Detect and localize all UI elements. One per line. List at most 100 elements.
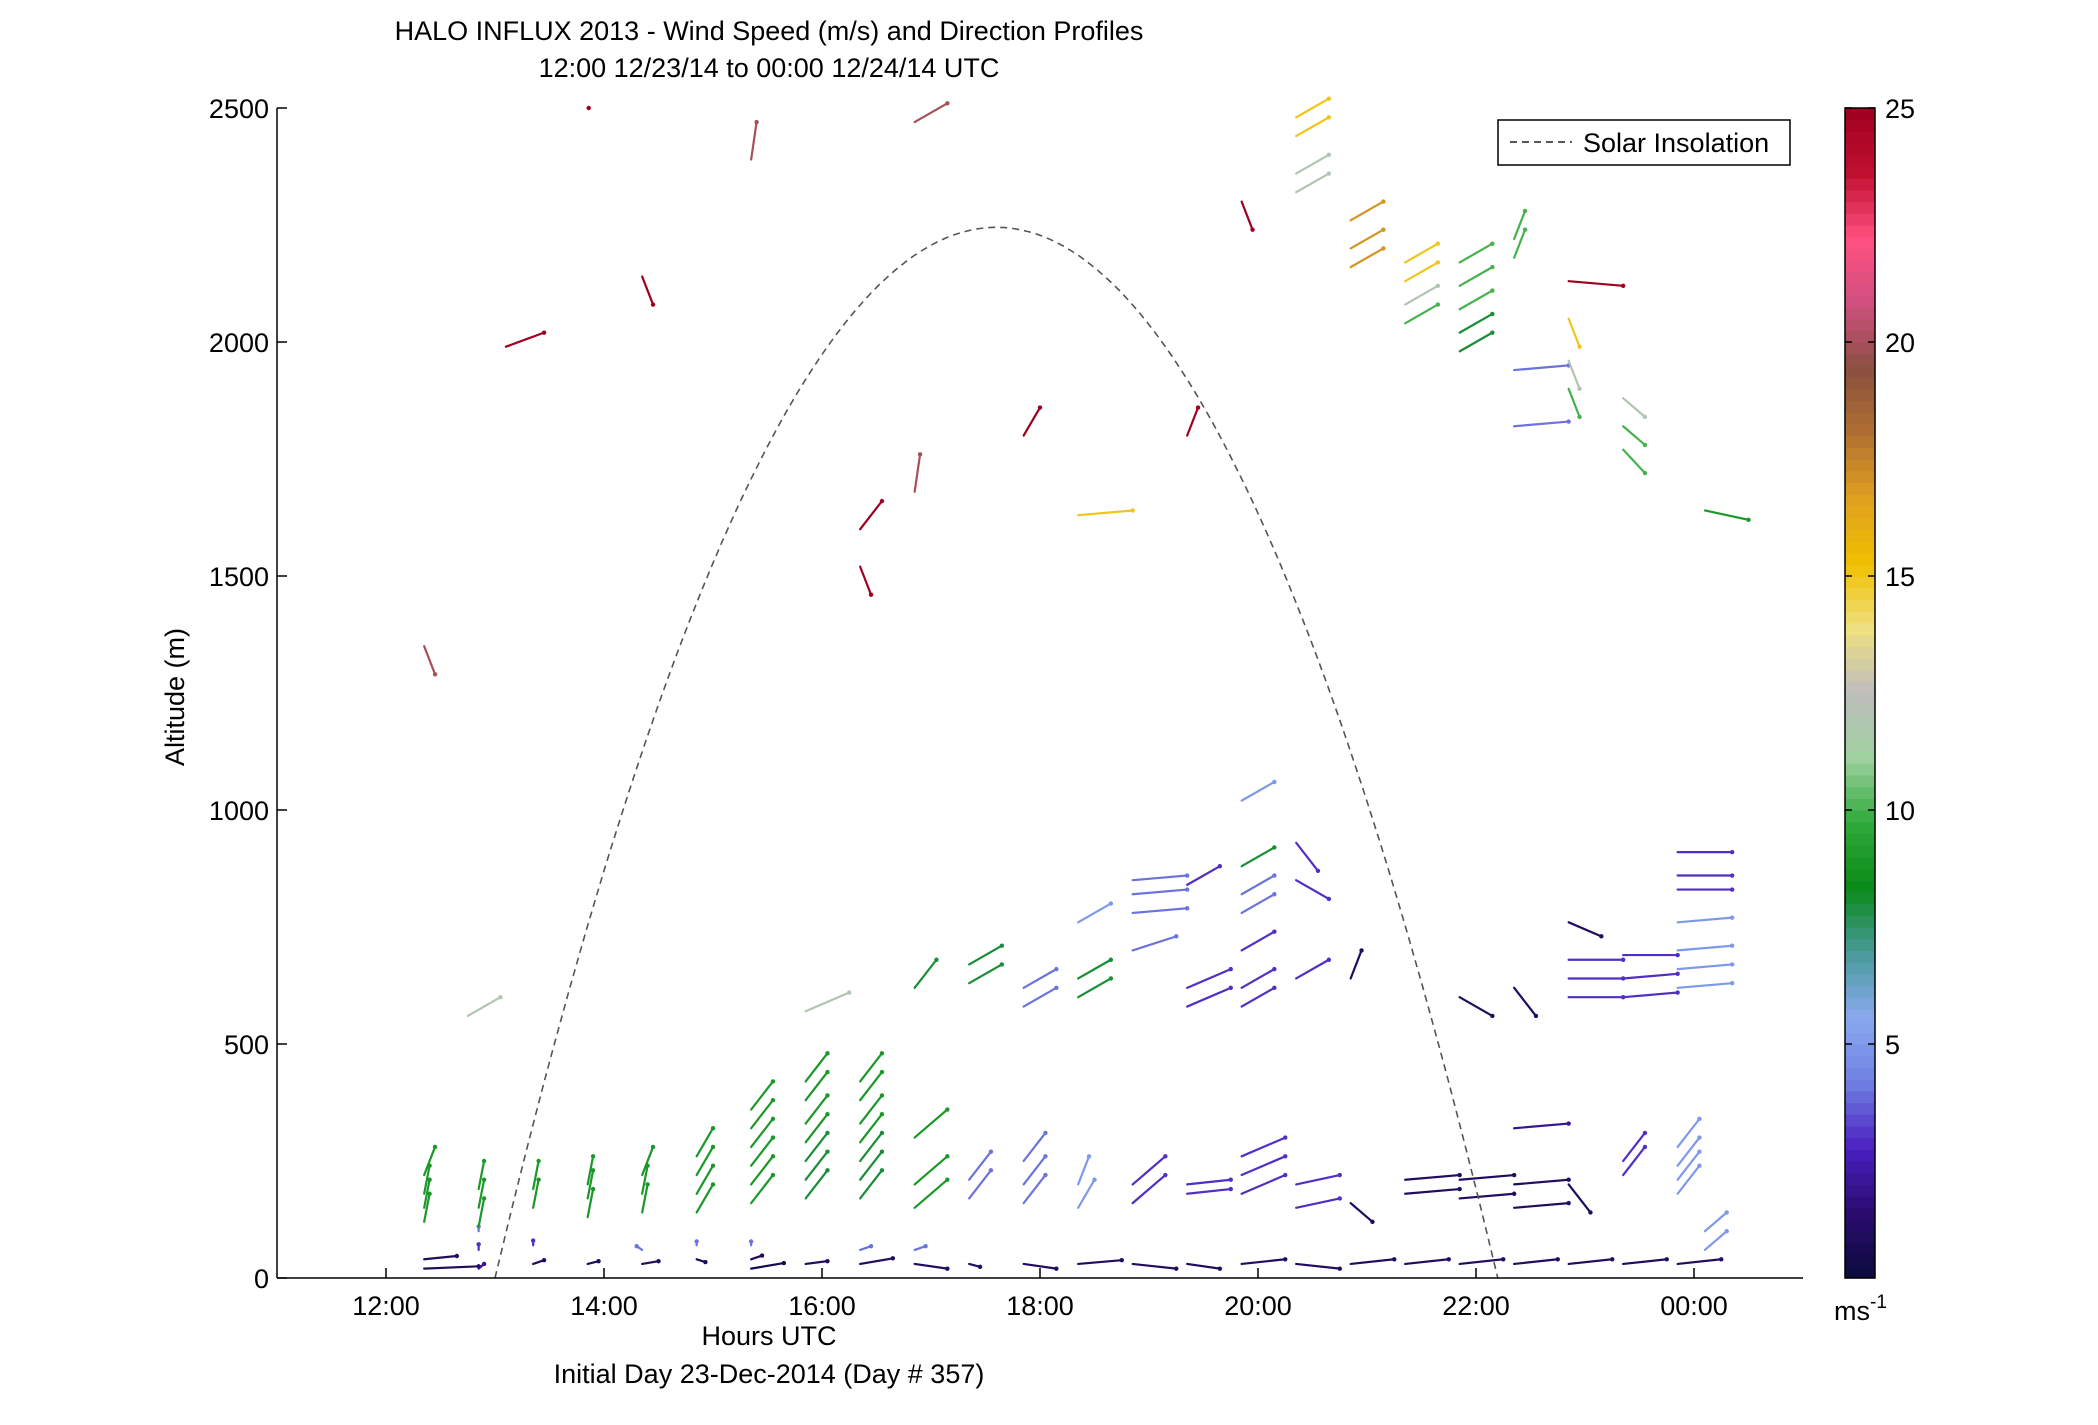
- colorbar-tick-label: 20: [1885, 328, 1915, 358]
- wind-vector: [859, 1169, 884, 1200]
- wind-vector: [1404, 303, 1439, 325]
- wind-vector-head: [481, 1261, 487, 1267]
- wind-vector-head: [977, 1264, 983, 1269]
- wind-vector: [1077, 509, 1134, 517]
- wind-vector: [1295, 172, 1330, 194]
- wind-vector: [1131, 888, 1189, 896]
- colorbar-segment: [1845, 260, 1875, 273]
- wind-vector: [1077, 1155, 1091, 1186]
- wind-vector: [423, 1145, 437, 1177]
- wind-vector: [586, 1169, 595, 1200]
- wind-vector: [1295, 841, 1320, 872]
- wind-vector-head: [1392, 1257, 1397, 1262]
- colorbar-segment: [1845, 119, 1875, 132]
- wind-vector: [913, 102, 949, 124]
- wind-vector-head: [1043, 1154, 1048, 1159]
- wind-vector-head: [427, 1191, 432, 1196]
- wind-vector-head: [999, 962, 1005, 967]
- wind-vector-head: [1119, 1258, 1124, 1263]
- wind-vector-head: [999, 943, 1005, 948]
- y-axis-ticks: 0 500 1000 1500 2000 2500: [209, 94, 287, 1294]
- wind-vector: [750, 1173, 775, 1205]
- colorbar-segment: [1845, 143, 1875, 156]
- wind-vector-head: [530, 1238, 536, 1243]
- wind-vector-head: [1588, 1210, 1593, 1215]
- colorbar-segment: [1845, 751, 1875, 764]
- wind-vector: [1022, 1262, 1058, 1270]
- colorbar-segment: [1845, 178, 1875, 191]
- wind-vector: [423, 1254, 458, 1261]
- wind-vector-head: [656, 1258, 661, 1264]
- wind-vector-head: [1272, 929, 1277, 934]
- wind-vector-head: [923, 1243, 928, 1249]
- wind-vector-head: [1228, 1177, 1233, 1182]
- wind-vector: [750, 1099, 775, 1130]
- wind-vector-head: [1599, 934, 1604, 939]
- colorbar-segment: [1845, 236, 1875, 249]
- colorbar-segment: [1845, 576, 1875, 589]
- wind-vector-head: [1250, 227, 1255, 232]
- wind-vector: [750, 1136, 775, 1167]
- wind-vector: [477, 1159, 486, 1191]
- wind-vector-head: [1043, 1172, 1048, 1178]
- wind-vector-head: [847, 990, 852, 995]
- wind-vector: [1295, 958, 1330, 980]
- wind-vector-head: [710, 1126, 716, 1131]
- wind-vector: [423, 1265, 480, 1270]
- wind-vector-head: [1620, 957, 1626, 962]
- colorbar-segment: [1845, 365, 1875, 378]
- wind-vector: [1022, 406, 1042, 437]
- wind-vector: [1676, 1164, 1701, 1195]
- wind-vector-head: [1490, 1013, 1495, 1019]
- colorbar-segment: [1845, 856, 1875, 870]
- wind-vector-head: [1184, 873, 1190, 878]
- colorbar-segment: [1845, 330, 1875, 343]
- wind-vector: [859, 1052, 884, 1083]
- wind-vector-head: [1729, 849, 1735, 855]
- legend-label: Solar Insolation: [1583, 128, 1769, 158]
- colorbar-segment: [1845, 587, 1875, 600]
- colorbar-segment: [1845, 728, 1875, 741]
- wind-vector: [750, 1261, 785, 1270]
- colorbar-segment: [1845, 306, 1875, 320]
- colorbar-segment: [1845, 377, 1875, 390]
- wind-vector-head: [879, 1093, 885, 1098]
- wind-vector-head: [890, 1256, 896, 1261]
- wind-vector-head: [1174, 1266, 1179, 1271]
- colorbar-segment: [1845, 821, 1875, 834]
- colorbar-frame: [1844, 107, 1876, 1279]
- wind-vector-head: [945, 1177, 950, 1182]
- wind-vector-head: [1337, 1172, 1342, 1178]
- wind-vector-head: [1664, 1257, 1669, 1262]
- wind-vector-head: [710, 1144, 716, 1150]
- colorbar-segment: [1845, 248, 1875, 261]
- wind-vector: [1240, 874, 1276, 896]
- wind-vector: [859, 1113, 884, 1144]
- wind-vector-head: [879, 1051, 885, 1056]
- colorbar-tick-label: 5: [1885, 1030, 1900, 1060]
- wind-vector: [1077, 1259, 1123, 1266]
- wind-vector: [1622, 972, 1679, 980]
- wind-vector-head: [988, 1168, 994, 1173]
- colorbar-segment: [1845, 552, 1875, 565]
- colorbar-segment: [1845, 611, 1875, 624]
- wind-vector-head: [710, 1163, 716, 1168]
- wind-vector-head: [825, 1051, 830, 1056]
- wind-vector: [586, 1155, 595, 1186]
- colorbar-segment: [1845, 505, 1875, 519]
- colorbar-segment: [1845, 564, 1875, 577]
- wind-vector-head: [498, 995, 503, 1000]
- wind-vector-head: [1435, 302, 1441, 307]
- wind-vector-head: [1724, 1229, 1729, 1234]
- wind-vector: [804, 1094, 829, 1125]
- colorbar-segment: [1845, 1114, 1875, 1127]
- wind-vector: [968, 1150, 993, 1181]
- wind-vector: [1513, 420, 1570, 428]
- colorbar-segment: [1845, 903, 1875, 916]
- colorbar-segment: [1845, 1125, 1875, 1139]
- wind-vector-head: [1184, 906, 1190, 911]
- wind-vector: [423, 1164, 431, 1195]
- x-axis-ticks: 12:00 14:00 16:00 18:00 20:00 22:00 00:00: [352, 1268, 1728, 1321]
- wind-vector: [1186, 1262, 1221, 1270]
